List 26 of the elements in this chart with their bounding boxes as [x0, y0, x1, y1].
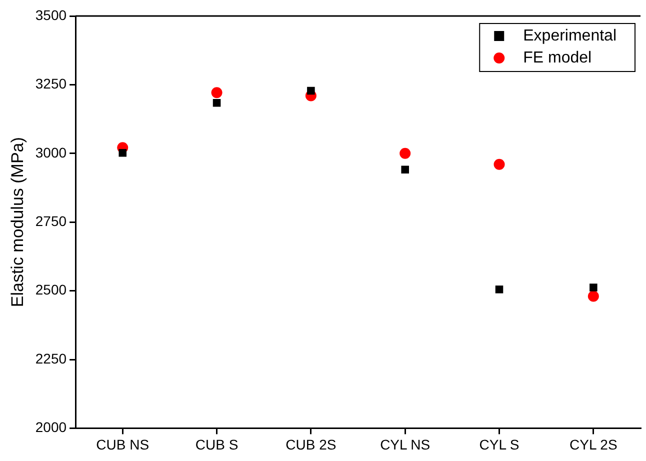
x-tick-label: CUB NS [96, 436, 150, 452]
y-tick-label: 2500 [35, 282, 67, 298]
point [400, 148, 411, 159]
point [588, 290, 599, 302]
point [495, 286, 504, 294]
y-tick-label: 2000 [35, 419, 67, 436]
x-tick-label: CYL NS [380, 436, 430, 452]
point [307, 86, 315, 95]
y-tick-label: 2250 [35, 350, 67, 366]
legend-label: Experimental [523, 27, 616, 44]
x-tick-label: CYL 2S [570, 436, 618, 452]
y-axis-title: Elastic modulus (MPa) [8, 137, 27, 308]
point [401, 166, 409, 174]
x-tick-label: CUB S [195, 436, 238, 452]
point [494, 158, 505, 170]
y-tick-label: 3250 [35, 76, 67, 92]
x-tick-label: CUB 2S [286, 436, 336, 452]
legend-label: FE model [523, 49, 592, 66]
y-tick-label: 3000 [35, 144, 67, 160]
point [590, 284, 598, 292]
point [211, 87, 222, 98]
y-tick-label: 3500 [35, 6, 67, 23]
y-tick-label: 2750 [35, 212, 67, 229]
point [118, 148, 127, 157]
x-tick-label: CYL S [479, 436, 520, 452]
point [212, 98, 221, 107]
